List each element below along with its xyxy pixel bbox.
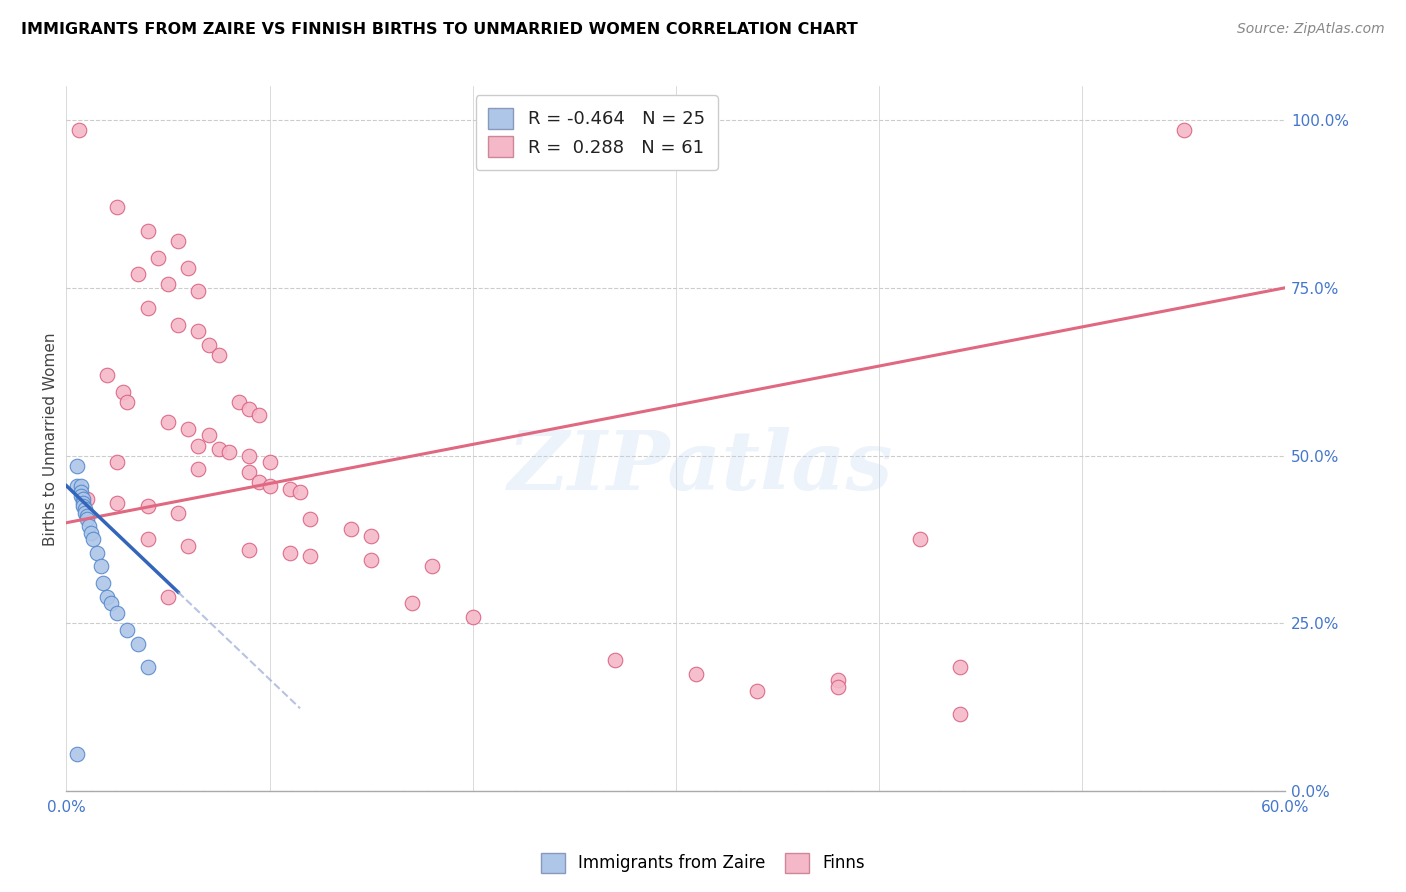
Point <box>100 596 122 610</box>
Point <box>105 495 128 509</box>
Point <box>117 395 139 409</box>
Point <box>72 499 94 513</box>
Point <box>136 301 159 315</box>
Point <box>136 224 159 238</box>
Point <box>208 348 231 362</box>
Point <box>65 479 87 493</box>
Point <box>177 260 200 275</box>
Point <box>685 666 707 681</box>
Point <box>259 455 281 469</box>
Point <box>73 502 96 516</box>
Point <box>360 552 382 566</box>
Point <box>127 636 149 650</box>
Point <box>167 318 190 332</box>
Point <box>420 559 443 574</box>
Point <box>105 607 128 621</box>
Text: ZIPatlas: ZIPatlas <box>508 427 893 507</box>
Point <box>112 384 135 399</box>
Point <box>249 475 271 490</box>
Text: IMMIGRANTS FROM ZAIRE VS FINNISH BIRTHS TO UNMARRIED WOMEN CORRELATION CHART: IMMIGRANTS FROM ZAIRE VS FINNISH BIRTHS … <box>21 22 858 37</box>
Point <box>238 542 260 557</box>
Point <box>187 462 209 476</box>
Point <box>1173 123 1195 137</box>
Legend: R = -0.464   N = 25, R =  0.288   N = 61: R = -0.464 N = 25, R = 0.288 N = 61 <box>475 95 717 169</box>
Point <box>603 653 626 667</box>
Point <box>105 200 128 214</box>
Point <box>197 428 219 442</box>
Point <box>187 438 209 452</box>
Point <box>461 609 484 624</box>
Point <box>238 401 260 416</box>
Point <box>136 533 159 547</box>
Point <box>65 458 87 473</box>
Point <box>288 485 311 500</box>
Point <box>90 559 112 574</box>
Point <box>76 512 98 526</box>
Point <box>259 479 281 493</box>
Point <box>949 660 972 674</box>
Point <box>238 466 260 480</box>
Point <box>105 455 128 469</box>
Point <box>157 590 180 604</box>
Point <box>136 660 159 674</box>
Point <box>187 325 209 339</box>
Point <box>208 442 231 456</box>
Point <box>299 549 322 564</box>
Point <box>82 533 104 547</box>
Point <box>238 449 260 463</box>
Point <box>360 529 382 543</box>
Point <box>136 499 159 513</box>
Point <box>187 284 209 298</box>
Point <box>69 479 91 493</box>
Point <box>827 680 849 694</box>
Point <box>177 539 200 553</box>
Text: Source: ZipAtlas.com: Source: ZipAtlas.com <box>1237 22 1385 37</box>
Point <box>249 409 271 423</box>
Point <box>77 519 100 533</box>
Point <box>827 673 849 688</box>
Legend: Immigrants from Zaire, Finns: Immigrants from Zaire, Finns <box>534 847 872 880</box>
Point <box>76 492 98 507</box>
Point <box>157 277 180 292</box>
Point <box>278 546 301 560</box>
Point <box>401 596 423 610</box>
Point <box>157 415 180 429</box>
Point <box>117 623 139 637</box>
Point <box>96 590 118 604</box>
Point <box>197 338 219 352</box>
Point <box>72 495 94 509</box>
Y-axis label: Births to Unmarried Women: Births to Unmarried Women <box>44 332 58 546</box>
Point <box>65 747 87 762</box>
Point <box>745 683 768 698</box>
Point <box>908 533 931 547</box>
Point <box>72 492 94 507</box>
Point <box>228 395 250 409</box>
Point <box>73 506 96 520</box>
Point <box>127 268 149 282</box>
Point <box>177 422 200 436</box>
Point <box>86 546 108 560</box>
Point <box>340 523 363 537</box>
Point <box>167 506 190 520</box>
Point <box>949 706 972 721</box>
Point <box>167 234 190 248</box>
Point <box>299 512 322 526</box>
Point <box>67 123 90 137</box>
Point <box>96 368 118 382</box>
Point <box>218 445 240 459</box>
Point <box>146 251 169 265</box>
Point <box>69 489 91 503</box>
Point <box>91 576 114 591</box>
Point <box>278 482 301 496</box>
Point <box>80 525 103 540</box>
Point <box>76 508 98 523</box>
Point <box>69 485 91 500</box>
